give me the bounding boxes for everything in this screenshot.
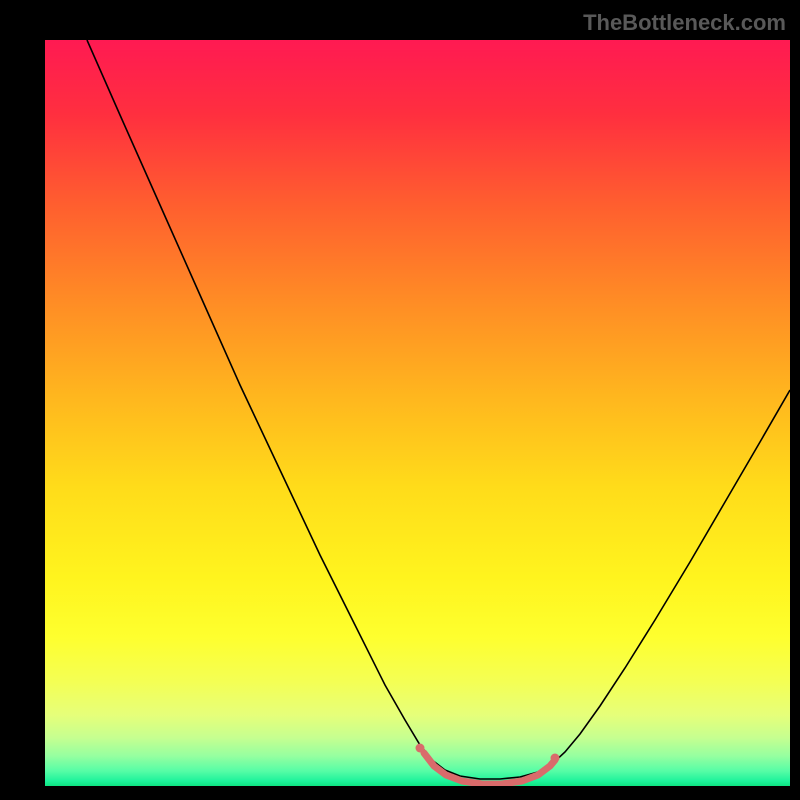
bottleneck-chart: TheBottleneck.com [0, 0, 800, 800]
chart-gradient-background [45, 40, 790, 786]
watermark-text: TheBottleneck.com [583, 10, 786, 36]
optimal-range-end-dot [551, 754, 560, 763]
chart-svg [0, 0, 800, 800]
optimal-range-start-dot [416, 744, 425, 753]
